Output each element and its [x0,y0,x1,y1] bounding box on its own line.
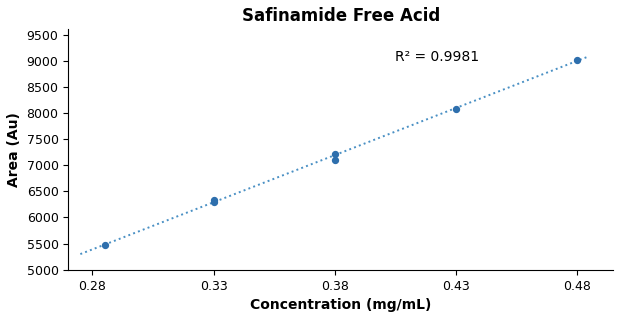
Point [572,57,582,62]
Point [330,158,340,163]
Point [100,242,110,248]
Title: Safinamide Free Acid: Safinamide Free Acid [242,7,440,25]
X-axis label: Concentration (mg/mL): Concentration (mg/mL) [250,298,432,312]
Point [330,151,340,156]
Point [451,106,461,111]
Y-axis label: Area (Au): Area (Au) [7,112,21,187]
Point [208,199,218,204]
Point [208,197,218,203]
Text: R² = 0.9981: R² = 0.9981 [395,50,479,64]
